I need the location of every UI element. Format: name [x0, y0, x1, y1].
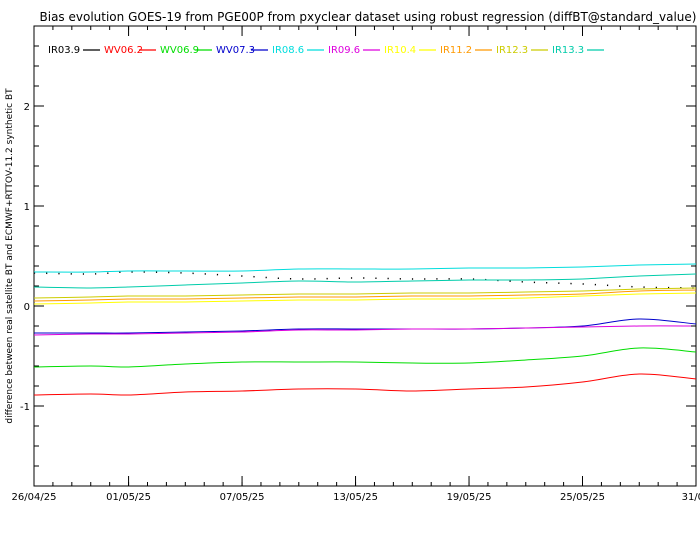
- chart-title: Bias evolution GOES-19 from PGE00P from …: [40, 10, 697, 24]
- legend-label-wv06-2: WV06.2: [104, 45, 143, 56]
- y-axis-label: difference between real satellite BT and…: [5, 88, 15, 424]
- x-tick-label: 25/05/25: [560, 492, 605, 503]
- x-tick-label: 07/05/25: [220, 492, 265, 503]
- series-line-wv06-2: [33, 373, 697, 396]
- x-axis: 26/04/25 01/05/25 07/05/25 13/05/25 19/05/25…: [12, 26, 700, 503]
- legend-label-wv07-3: WV07.3: [216, 45, 255, 56]
- series-layer: [33, 263, 697, 396]
- series-line-wv06-9: [33, 347, 697, 368]
- legend-label-ir09-6: IR09.6: [328, 45, 360, 56]
- y-tick-label: 2: [24, 102, 30, 113]
- x-tick-label: 13/05/25: [333, 492, 378, 503]
- x-tick-label: 01/05/25: [106, 492, 151, 503]
- series-line-ir13-3: [33, 273, 697, 289]
- legend-label-ir08-6: IR08.6: [272, 45, 304, 56]
- series-line-wv07-3: [33, 318, 697, 334]
- legend-label-ir11-2: IR11.2: [440, 45, 472, 56]
- y-tick-label: -1: [20, 402, 30, 413]
- legend-label-ir03-9: IR03.9: [48, 45, 80, 56]
- legend-label-ir10-4: IR10.4: [384, 45, 416, 56]
- legend-label-ir12-3: IR12.3: [496, 45, 528, 56]
- x-tick-label: 31/05: [682, 492, 700, 503]
- legend-label-wv06-9: WV06.9: [160, 45, 199, 56]
- y-tick-label: 1: [24, 202, 30, 213]
- y-tick-label: 0: [24, 302, 30, 313]
- series-line-ir03-9: [33, 271, 697, 289]
- plot-frame: [33, 25, 697, 487]
- series-line-ir10-4: [33, 292, 697, 305]
- x-tick-label: 26/04/25: [12, 492, 57, 503]
- series-line-ir12-3: [33, 287, 697, 299]
- x-tick-label: 19/05/25: [447, 492, 492, 503]
- series-line-ir09-6: [33, 325, 697, 336]
- legend: IR03.9 WV06.2 WV06.9 WV07.3 IR08.6 IR09.6 IR10…: [48, 45, 604, 56]
- y-axis: -1 0 1 2: [20, 25, 696, 487]
- series-line-ir08-6: [33, 263, 697, 273]
- series-line-ir11-2: [33, 289, 697, 302]
- legend-label-ir13-3: IR13.3: [552, 45, 584, 56]
